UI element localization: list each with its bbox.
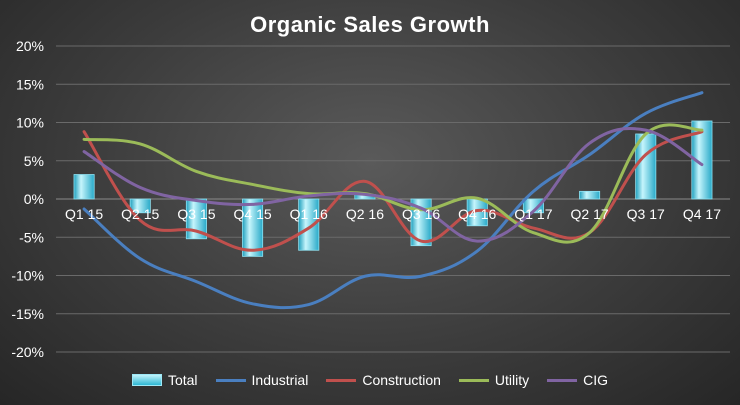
- legend-swatch: [131, 374, 162, 386]
- x-tick-label: Q4 17: [683, 206, 721, 222]
- legend-swatch: [547, 378, 578, 382]
- legend-label: Total: [167, 372, 198, 388]
- line-cig: [82, 127, 704, 243]
- x-tick-label: Q2 16: [346, 206, 384, 222]
- y-tick-label: 5%: [24, 153, 44, 169]
- line-construction: [82, 130, 704, 252]
- x-tick-label: Q2 17: [571, 206, 609, 222]
- y-tick-label: -10%: [11, 268, 44, 284]
- bar-total-3: [242, 198, 264, 257]
- x-tick-label: Q3 16: [402, 206, 440, 222]
- x-tick-label: Q1 17: [514, 206, 552, 222]
- bar-total-9: [579, 190, 601, 200]
- x-tick-label: Q1 15: [65, 206, 103, 222]
- legend-item-total: Total: [131, 372, 198, 388]
- bar-total-4: [298, 198, 320, 251]
- legend-label: Utility: [494, 372, 530, 388]
- legend: Total Industrial Construction Utility CIG: [0, 372, 740, 388]
- y-tick-label: -5%: [19, 229, 44, 245]
- y-tick-label: 15%: [16, 76, 44, 92]
- line-utility: [82, 123, 704, 244]
- x-tick-label: Q4 15: [234, 206, 272, 222]
- legend-item-utility: Utility: [458, 372, 530, 388]
- legend-item-construction: Construction: [326, 372, 441, 388]
- y-tick-label: -15%: [11, 306, 44, 322]
- x-tick-label: Q3 17: [627, 206, 665, 222]
- legend-label: CIG: [583, 372, 609, 388]
- legend-swatch: [326, 378, 357, 382]
- x-tick-label: Q1 16: [290, 206, 328, 222]
- bar-total-11: [691, 120, 713, 200]
- y-tick-label: 20%: [16, 38, 44, 54]
- y-tick-label: 0%: [24, 191, 44, 207]
- legend-swatch: [215, 378, 246, 382]
- legend-item-cig: CIG: [547, 372, 608, 388]
- bar-total-0: [73, 174, 95, 200]
- legend-label: Construction: [362, 372, 441, 388]
- legend-swatch: [458, 378, 489, 382]
- chart-title: Organic Sales Growth: [250, 12, 490, 37]
- y-tick-label: -20%: [11, 344, 44, 360]
- x-tick-label: Q3 15: [177, 206, 215, 222]
- bar-total-1: [129, 198, 151, 214]
- x-tick-label: Q4 16: [458, 206, 496, 222]
- line-industrial: [82, 91, 704, 310]
- legend-label: Industrial: [251, 372, 309, 388]
- y-tick-label: 10%: [16, 115, 44, 131]
- x-tick-label: Q2 15: [121, 206, 159, 222]
- legend-item-industrial: Industrial: [215, 372, 309, 388]
